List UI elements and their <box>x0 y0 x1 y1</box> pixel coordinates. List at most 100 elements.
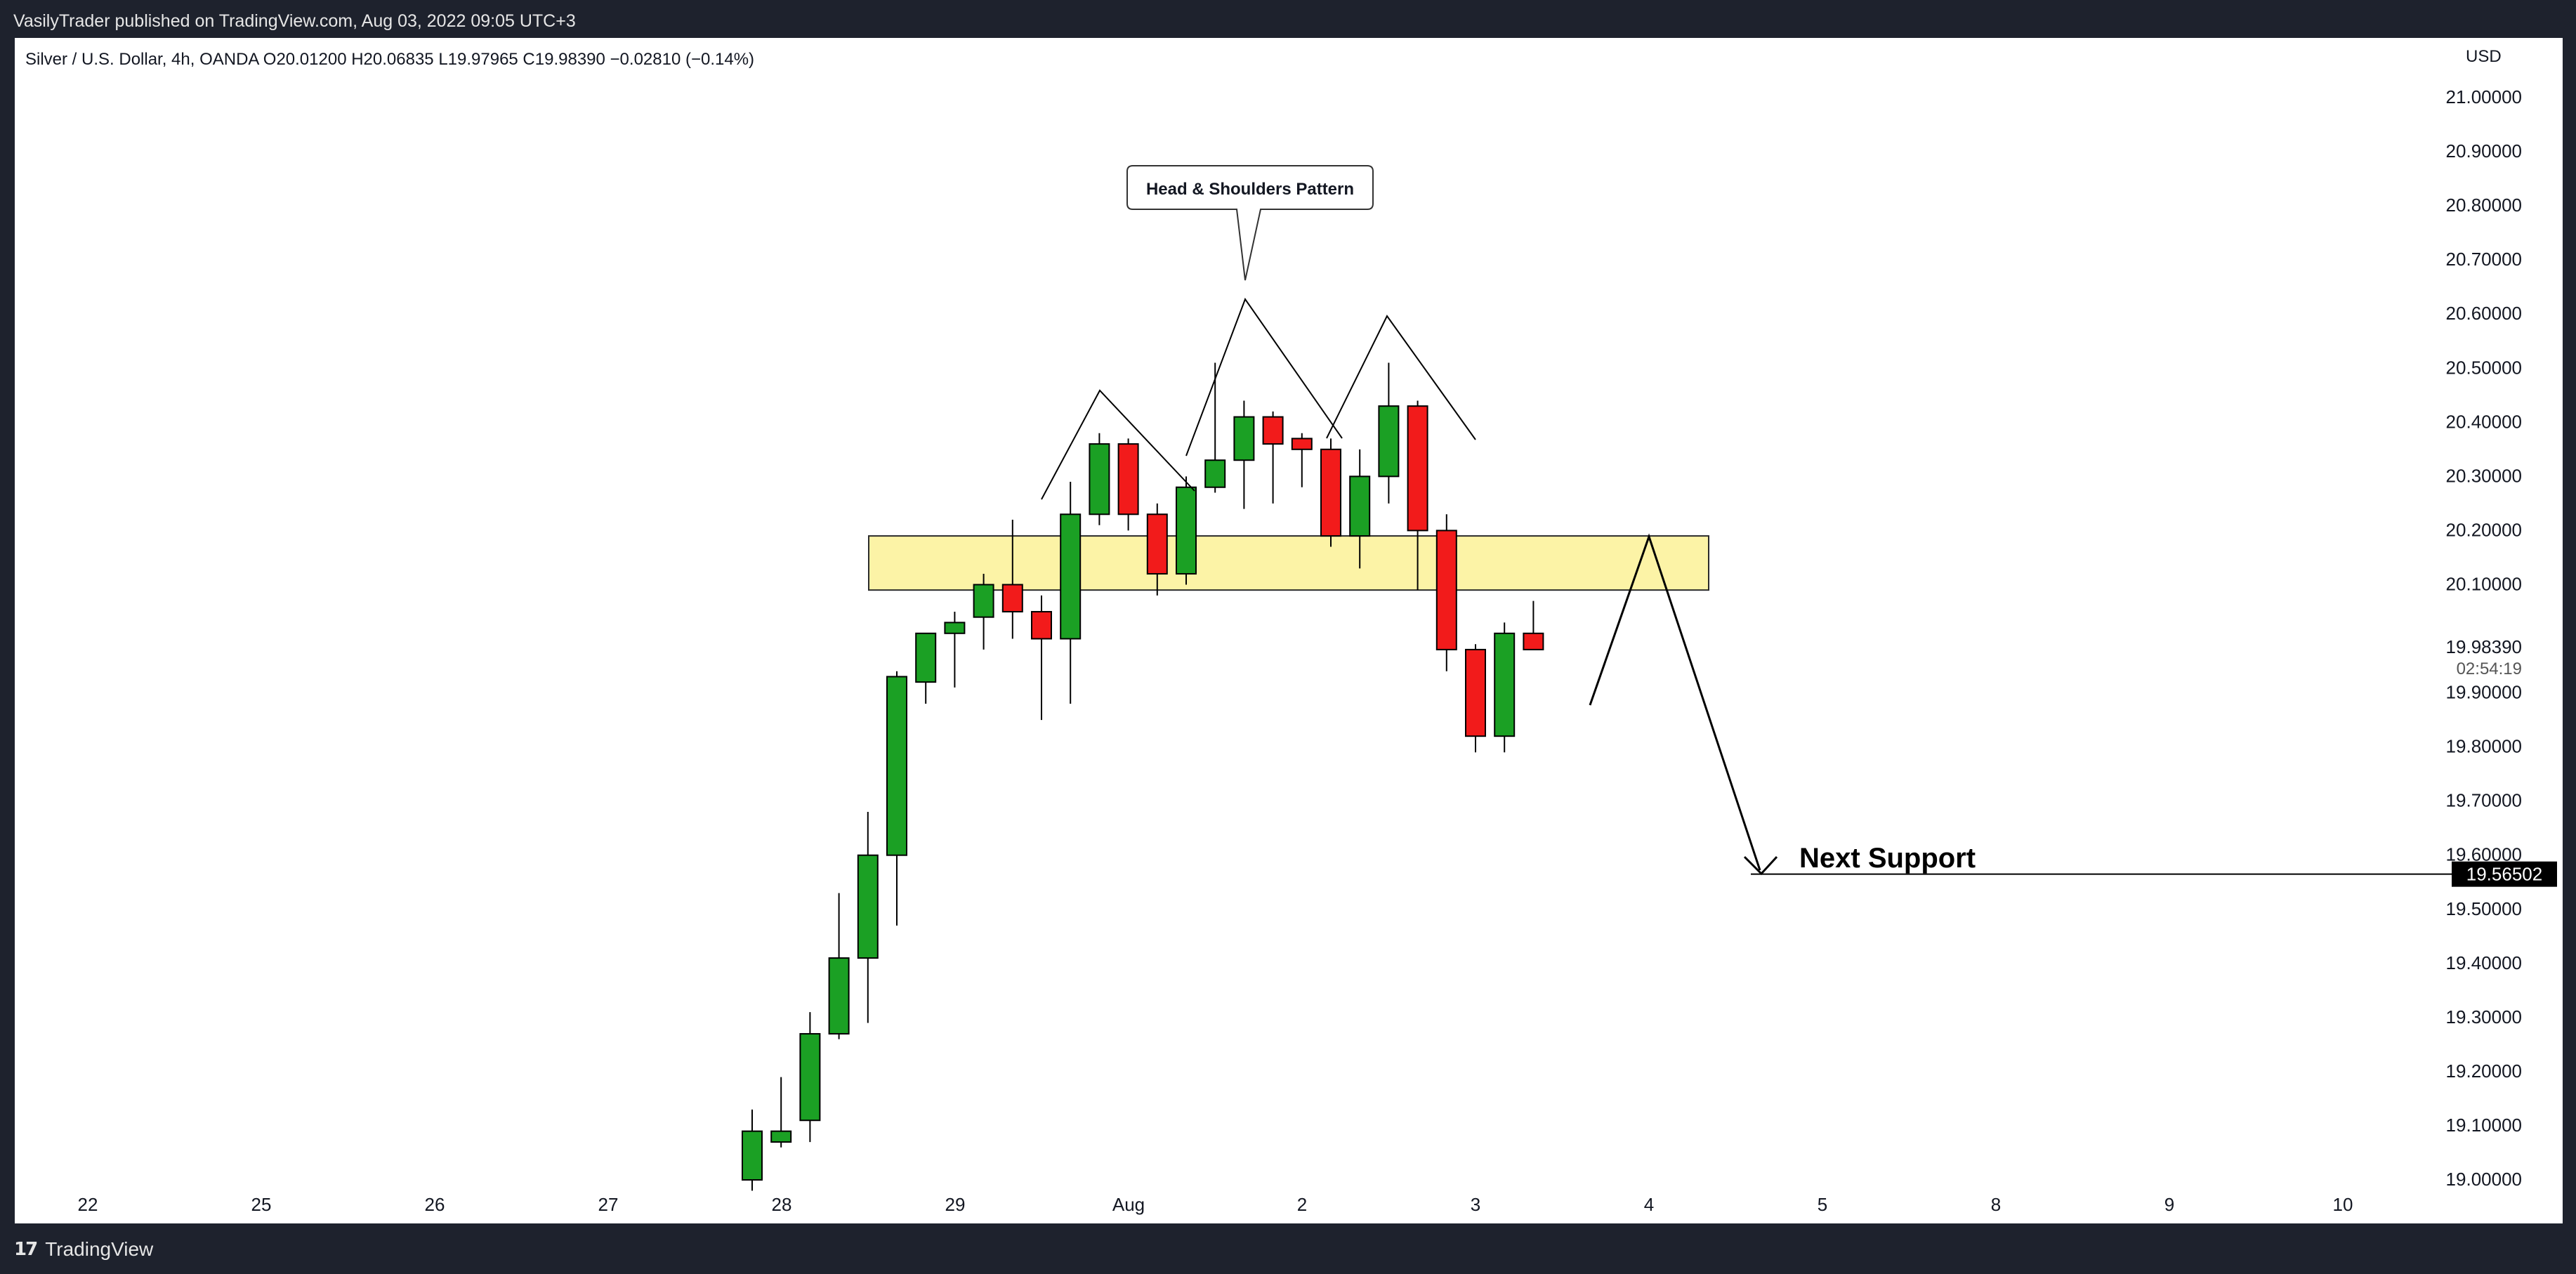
chart-panel: Silver / U.S. Dollar, 4h, OANDA O20.0120… <box>15 38 2563 1223</box>
y-tick-label: 20.10000 <box>2446 573 2522 594</box>
candle <box>886 671 907 926</box>
footer-bar: 17 TradingView <box>0 1223 2576 1274</box>
price-labels: 19.98390 02:54:19 19.56502 <box>2446 636 2557 887</box>
candle-body-up <box>1494 632 1516 737</box>
time-axis[interactable]: 22 25 26 27 28 29 Aug 2 3 4 5 8 9 10 <box>78 1194 2353 1215</box>
candle <box>1176 476 1197 585</box>
candle-body-up <box>828 957 850 1035</box>
y-tick-label: 20.90000 <box>2446 140 2522 162</box>
y-tick-label: 19.00000 <box>2446 1169 2522 1190</box>
x-tick-label: 10 <box>2333 1194 2353 1215</box>
candle-body-up <box>944 622 966 634</box>
y-tick-label: 19.10000 <box>2446 1115 2522 1136</box>
right-shoulder-line <box>1326 315 1476 440</box>
candle-body-up <box>886 676 907 856</box>
candle-body-up <box>973 584 994 618</box>
y-tick-label: 20.70000 <box>2446 249 2522 270</box>
candle <box>1146 503 1168 596</box>
next-support-label: Next Support <box>1799 843 1976 874</box>
current-price-label: 19.98390 <box>2446 636 2522 657</box>
y-tick-label: 19.80000 <box>2446 736 2522 757</box>
currency-label: USD <box>2466 47 2502 66</box>
candle-body-up <box>1089 443 1110 515</box>
x-tick-label: 29 <box>945 1194 966 1215</box>
arrow-head-icon <box>1743 855 1778 876</box>
candle-body-up <box>857 854 879 959</box>
y-tick-label: 21.00000 <box>2446 86 2522 107</box>
candle <box>1117 438 1139 531</box>
candle <box>828 893 850 1039</box>
candle-body-down <box>1291 438 1313 450</box>
x-tick-label: 27 <box>598 1194 619 1215</box>
publisher-line: VasilyTrader published on TradingView.co… <box>13 11 576 31</box>
candle-body-up <box>799 1032 821 1122</box>
candle-body-up <box>742 1130 763 1181</box>
candle-body-down <box>1262 416 1284 445</box>
candle-body-up <box>1378 405 1400 478</box>
candle-body-down <box>1407 405 1428 532</box>
y-tick-label: 20.40000 <box>2446 411 2522 432</box>
candle <box>1320 438 1341 547</box>
y-tick-label: 20.50000 <box>2446 357 2522 378</box>
left-shoulder-line <box>1041 389 1195 500</box>
candle-body-up <box>915 632 937 683</box>
price-axis[interactable]: 21.00000 20.90000 20.80000 20.70000 20.60000… <box>2446 86 2522 1190</box>
candle-body-down <box>1465 648 1486 737</box>
candle-body-down <box>1146 513 1168 575</box>
x-tick-label: 28 <box>772 1194 792 1215</box>
candle-body-up <box>1233 416 1255 461</box>
y-tick-label: 20.80000 <box>2446 195 2522 216</box>
candle-body-down <box>1031 610 1052 640</box>
candle <box>1089 433 1110 525</box>
candle-body-down <box>1117 443 1139 515</box>
candle <box>1378 362 1400 504</box>
candle-body-up <box>1176 486 1197 575</box>
y-tick-label: 19.90000 <box>2446 682 2522 703</box>
candle <box>1262 411 1284 504</box>
x-tick-label: 9 <box>2164 1194 2174 1215</box>
brand-name: TradingView <box>45 1238 154 1260</box>
candlestick-chart[interactable]: Silver / U.S. Dollar, 4h, OANDA O20.0120… <box>15 38 2563 1223</box>
callout-bubble <box>1126 165 1374 281</box>
candles[interactable] <box>742 362 1544 1191</box>
resistance-zone[interactable] <box>868 535 1709 591</box>
resistance-zone-box <box>868 535 1709 591</box>
candle <box>944 611 966 688</box>
y-tick-label: 20.60000 <box>2446 303 2522 324</box>
x-tick-label: 5 <box>1818 1194 1827 1215</box>
x-tick-label: Aug <box>1112 1194 1145 1215</box>
candle <box>1494 622 1516 753</box>
candle <box>1291 433 1313 487</box>
candle-body-down <box>1001 584 1023 612</box>
candle <box>1349 449 1371 569</box>
x-tick-label: 4 <box>1644 1194 1654 1215</box>
footer-brand[interactable]: 17 TradingView <box>14 1237 153 1261</box>
candle <box>1031 595 1052 721</box>
y-tick-label: 20.20000 <box>2446 519 2522 540</box>
candle <box>915 632 937 704</box>
candle <box>1465 644 1486 753</box>
candle <box>857 812 879 1023</box>
symbol-info: Silver / U.S. Dollar, 4h, OANDA O20.0120… <box>25 50 754 69</box>
candle-body-up <box>1349 475 1371 537</box>
candle-body-down <box>1523 632 1544 650</box>
candle <box>770 1077 792 1148</box>
candle <box>799 1012 821 1143</box>
candle-body-up <box>770 1130 792 1143</box>
candle-body-down <box>1435 530 1457 650</box>
x-tick-label: 22 <box>78 1194 98 1215</box>
x-tick-label: 26 <box>425 1194 445 1215</box>
callout-text: Head & Shoulders Pattern <box>1146 180 1354 199</box>
y-tick-label: 19.20000 <box>2446 1060 2522 1082</box>
pattern-drawings[interactable]: Next Support Head & Shoulders Pattern <box>1041 165 2452 876</box>
candle-body-down <box>1320 448 1341 537</box>
head-line <box>1185 297 1343 457</box>
candle-body-up <box>1204 459 1226 488</box>
candle <box>1001 519 1023 639</box>
y-tick-label: 19.70000 <box>2446 790 2522 811</box>
candle <box>1435 514 1457 671</box>
candle-body-up <box>1060 513 1082 640</box>
candle <box>1204 362 1226 493</box>
y-tick-label: 19.40000 <box>2446 952 2522 973</box>
tradingview-logo-icon: 17 <box>14 1239 38 1260</box>
